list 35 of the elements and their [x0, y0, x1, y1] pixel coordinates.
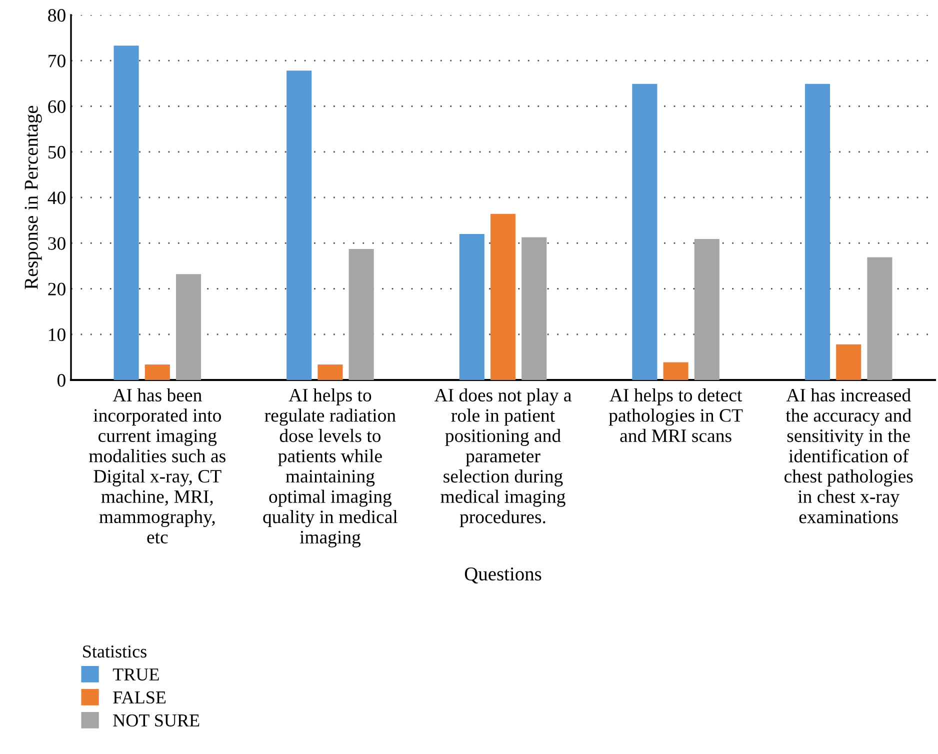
bar	[490, 214, 516, 380]
y-tick-label: 70	[48, 54, 66, 68]
bar	[632, 84, 658, 380]
legend-label: FALSE	[113, 691, 166, 704]
legend-label: NOT SURE	[113, 714, 200, 727]
legend-label: TRUE	[112, 668, 159, 681]
bar	[867, 257, 892, 380]
x-axis-title: Questions	[464, 567, 542, 584]
y-axis-title: Response in Percentage	[24, 106, 42, 290]
bar	[144, 364, 170, 380]
x-tick-label: AI does not play a role in patient positioning and parameter selection during medical imaging procedures.	[434, 388, 572, 528]
y-tick-label: 60	[48, 100, 66, 113]
bar	[286, 70, 312, 380]
bar	[176, 274, 202, 380]
y-tick-label: 80	[48, 9, 66, 22]
bar	[694, 239, 720, 380]
bar	[114, 46, 139, 380]
y-tick-label: 50	[48, 146, 66, 159]
legend-title: Statistics	[83, 645, 146, 658]
y-tick-label: 10	[49, 328, 66, 342]
y-tick-label: 20	[48, 282, 66, 296]
bar	[318, 364, 343, 380]
y-tick-label: 0	[57, 374, 66, 387]
bar	[348, 249, 374, 380]
x-tick-label: AI has been incorporated into current imaging modalities such as Digital x-ray, CT machine, MRI, mammography, etc	[89, 388, 226, 544]
x-tick-label: AI helps to regulate radiation dose levels to patients while maintaining optimal imaging quality in medical imaging	[263, 388, 398, 548]
y-tick-label: 30	[48, 237, 66, 250]
x-tick-label: AI helps to detect pathologies in CT and MRI scans	[608, 388, 743, 442]
bar	[459, 234, 484, 380]
bar	[836, 344, 862, 380]
bar	[663, 362, 688, 380]
bar	[522, 237, 547, 380]
y-tick-label: 40	[48, 192, 66, 204]
x-tick-label: AI has increased the accuracy and sensitivity in the identification of chest pathologies in chest x-ray examinations	[784, 388, 913, 524]
bar	[804, 84, 830, 380]
